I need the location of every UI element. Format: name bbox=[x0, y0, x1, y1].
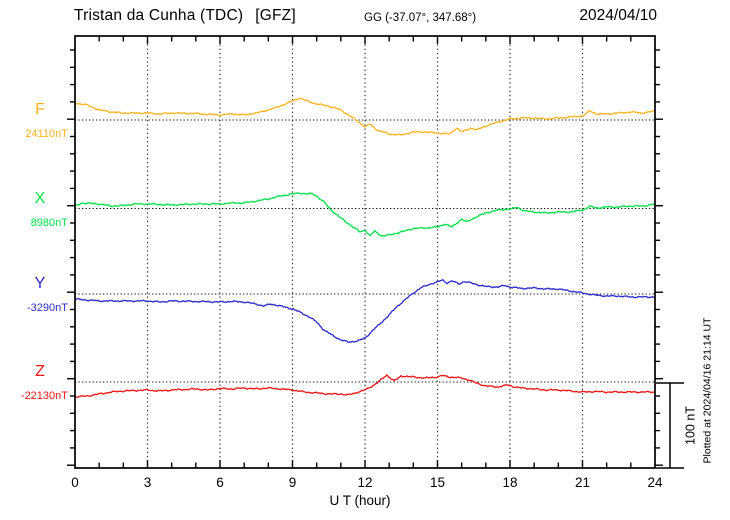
channel-baseline-y: -3290nT bbox=[27, 302, 68, 314]
channel-label-y: Y bbox=[34, 275, 46, 292]
trace-F bbox=[74, 97, 656, 136]
x-tick-label: 18 bbox=[502, 475, 517, 490]
channel-label-z: Z bbox=[35, 363, 45, 380]
observation-date: 2024/04/10 bbox=[579, 7, 657, 24]
x-tick-label: 21 bbox=[575, 475, 590, 490]
trace-Z bbox=[74, 374, 656, 399]
x-tick-label: 15 bbox=[430, 475, 445, 490]
scale-bar-label: 100 nT bbox=[683, 406, 698, 445]
channel-baseline-f: 24110nT bbox=[25, 128, 68, 140]
channel-baseline-x: 8980nT bbox=[30, 217, 68, 229]
x-tick-label: 0 bbox=[71, 475, 79, 490]
x-tick-label: 9 bbox=[289, 475, 297, 490]
x-tick-label: 24 bbox=[647, 475, 663, 490]
channel-baseline-z: -22130nT bbox=[20, 390, 68, 402]
channel-label-f: F bbox=[35, 101, 45, 118]
x-tick-label: 3 bbox=[144, 475, 152, 490]
trace-Y bbox=[74, 279, 656, 344]
trace-X bbox=[74, 192, 656, 237]
x-tick-label: 12 bbox=[357, 475, 372, 490]
x-tick-label: 6 bbox=[216, 475, 224, 490]
channel-label-x: X bbox=[34, 190, 46, 207]
institute-code: [GFZ] bbox=[255, 7, 296, 24]
station-title: Tristan da Cunha (TDC) [GFZ] bbox=[74, 7, 296, 25]
x-axis-label: U T (hour) bbox=[329, 493, 391, 508]
station-name: Tristan da Cunha (TDC) bbox=[74, 7, 244, 24]
plotted-at-note: Plotted at 2024/04/16 21:14 UT bbox=[701, 317, 714, 464]
plot-frame bbox=[74, 35, 656, 469]
geographic-coordinates: GG (-37.07°, 347.68°) bbox=[364, 12, 477, 24]
